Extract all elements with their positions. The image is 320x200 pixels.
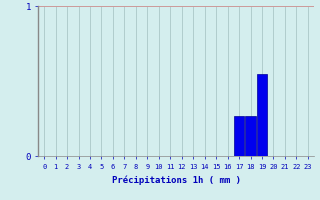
- Bar: [245, 116, 256, 156]
- Bar: [257, 73, 267, 156]
- Bar: [234, 116, 244, 156]
- X-axis label: Précipitations 1h ( mm ): Précipitations 1h ( mm ): [111, 175, 241, 185]
